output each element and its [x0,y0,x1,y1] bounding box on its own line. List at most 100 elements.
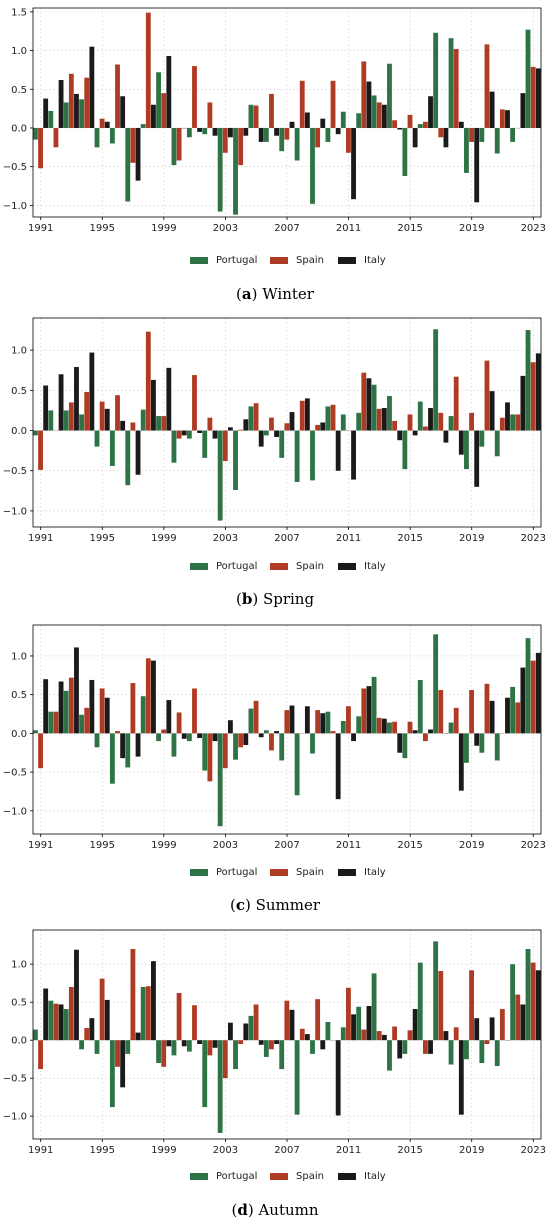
bar-spain [530,66,536,128]
panel-autumn: 1.0 0.5 0.0 −0.5 −1.0 1991 1995 1999 2003 2007 201… [0,922,550,1228]
bar-spain [315,424,321,431]
legend-winter: Portugal Spain Italy [0,253,550,269]
bar-italy [535,68,541,128]
bar-spain [192,1005,197,1041]
bar-spain [284,710,290,734]
bar-spain [315,710,321,734]
bar-spain [145,12,151,128]
bar-spain [376,1031,382,1041]
bar-portugal [263,430,269,436]
legend-swatch-portugal [190,256,208,264]
bar-spain [361,688,367,734]
chart-summer: 1.0 0.5 0.0 −0.5 −1.0 1991 1995 1999 2003 2007 201… [3,624,546,849]
bar-spain [130,127,136,163]
y-tick-label: 0.5 [11,690,27,701]
bar-portugal [217,733,223,827]
bar-spain [192,66,197,128]
legend-label-italy: Italy [364,867,386,878]
bar-spain [161,416,167,431]
bar-italy [351,127,356,200]
bar-portugal [387,395,392,431]
bar-portugal [279,430,285,458]
bar-portugal [109,733,115,784]
bar-portugal [279,733,285,761]
bar-spain [346,706,351,734]
bar-spain [346,127,351,153]
bar-portugal [233,1040,238,1070]
bar-spain [207,1040,213,1056]
bar-italy [505,697,510,734]
bar-portugal [125,733,131,768]
bar-spain [361,61,367,128]
bar-portugal [310,1040,315,1054]
bar-spain [238,1040,244,1044]
caption-letter: b [241,590,253,608]
bar-spain [253,1004,259,1041]
bar-portugal [294,430,300,482]
bar-italy [489,391,495,431]
bar-italy [304,112,310,128]
plot-frame [32,624,542,835]
bar-spain [284,1000,290,1041]
x-tick-label: 2003 [213,223,238,232]
x-tick-label: 2019 [459,840,484,849]
bar-spain [346,987,351,1041]
bar-portugal [202,127,208,135]
bar-portugal [387,722,392,734]
x-tick-label: 2019 [459,223,484,232]
caption-letter: d [237,1201,248,1219]
bar-portugal [125,127,131,202]
bar-portugal [417,124,423,128]
bar-portugal [479,733,485,753]
bar-spain [438,971,444,1041]
legend-label-italy: Italy [364,255,386,266]
bar-portugal [402,430,408,470]
bar-italy [104,408,110,431]
bar-italy [474,430,480,487]
bar-portugal [340,414,346,431]
x-tick-label: 1999 [151,533,176,542]
bar-spain [222,430,228,462]
bar-spain [515,994,521,1041]
bar-spain [469,970,474,1041]
x-tick-label: 2015 [397,533,422,542]
bar-italy [89,46,95,128]
bar-italy [151,961,156,1041]
legend-swatch-portugal [190,868,208,876]
bar-spain [407,721,413,734]
y-tick-label: 0.5 [11,998,27,1009]
bar-portugal [33,730,38,734]
bar-spain [68,677,74,734]
bar-italy [212,733,218,742]
bar-spain [130,683,136,734]
bar-spain [238,733,244,748]
bar-italy [120,733,126,759]
bar-portugal [294,127,300,161]
bar-spain [99,978,105,1041]
bar-italy [505,402,510,431]
x-tick-label: 2007 [274,1145,299,1154]
bar-italy [366,686,372,734]
bar-italy [74,93,79,128]
panel-spring: 1.0 0.5 0.0 −0.5 −1.0 1991 1995 1999 2003 2007 201… [0,310,550,614]
bar-portugal [94,430,100,447]
caption-text: Autumn [258,1201,319,1219]
bar-portugal [248,104,254,128]
bar-spain [176,712,182,734]
bar-spain [99,118,105,128]
y-tick-label: 1.0 [11,960,27,971]
bar-spain [176,430,182,439]
bar-portugal [279,1040,285,1070]
bar-portugal [325,127,331,142]
bar-portugal [248,406,254,431]
x-tick-label: 1991 [28,223,53,232]
bar-spain [453,1027,459,1041]
bar-spain [438,690,444,734]
bar-portugal [417,679,423,734]
bar-portugal [156,416,161,431]
bar-portugal [263,1040,269,1057]
x-tick-label: 2015 [397,840,422,849]
bar-portugal [525,29,531,128]
bar-portugal [417,401,423,431]
bar-portugal [217,430,223,521]
